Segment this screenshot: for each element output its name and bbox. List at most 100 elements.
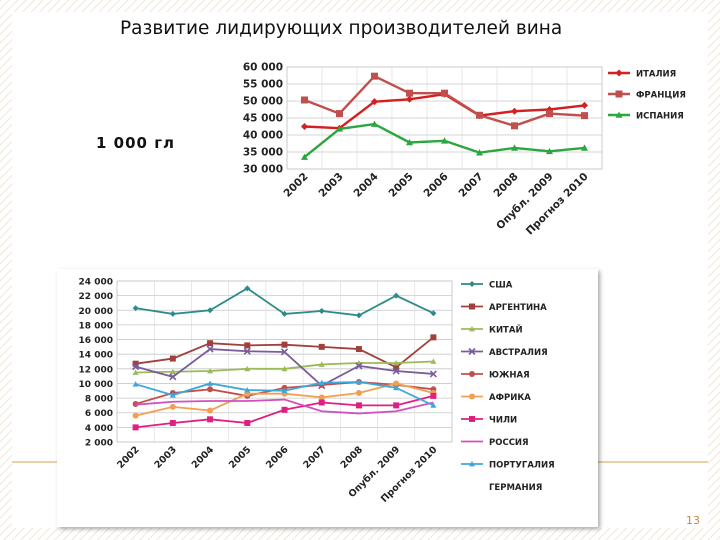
series-1 bbox=[301, 72, 588, 130]
legend-swatch-marker bbox=[468, 347, 476, 356]
legend: США АРГЕНТИНА КИТАЙ АВСТРАЛИЯ ЮЖНАЯ АФРИКА ЧИЛ… bbox=[457, 277, 592, 493]
data-point bbox=[244, 419, 251, 426]
data-point bbox=[430, 310, 437, 317]
legend-swatch-marker bbox=[469, 371, 475, 377]
data-point bbox=[392, 367, 400, 375]
data-point bbox=[281, 406, 288, 413]
data-point bbox=[169, 419, 176, 426]
data-point bbox=[441, 89, 448, 97]
chart-top-panel: 60 000 55 000 50 000 45 000 40 000 35 000 30 0… bbox=[232, 55, 702, 265]
legend-label: АВСТРАЛИЯ bbox=[489, 348, 548, 358]
data-point bbox=[169, 355, 176, 362]
data-point bbox=[406, 138, 413, 146]
x-tick-label: 2003 bbox=[316, 171, 345, 200]
slide-title: Развитие лидирующих производителей вина bbox=[120, 18, 563, 39]
y-tick-label: 50 000 bbox=[243, 96, 283, 108]
data-point bbox=[581, 101, 588, 109]
data-point bbox=[371, 72, 378, 80]
legend-swatch-marker bbox=[469, 393, 475, 400]
data-point bbox=[393, 380, 400, 387]
data-point bbox=[169, 403, 176, 410]
data-point bbox=[511, 107, 518, 115]
data-point bbox=[430, 392, 437, 399]
data-point bbox=[318, 343, 325, 350]
legend-swatch-marker bbox=[615, 69, 623, 77]
legend-swatch-marker bbox=[615, 111, 623, 118]
x-tick-label: 2005 bbox=[386, 171, 415, 200]
y-tick-label: 30 000 bbox=[243, 164, 283, 176]
data-point bbox=[169, 392, 176, 398]
data-point bbox=[301, 123, 308, 130]
legend-item: ИТАЛИЯ bbox=[608, 69, 676, 80]
series-line bbox=[135, 398, 434, 415]
data-point bbox=[207, 416, 214, 423]
data-point bbox=[511, 144, 518, 151]
x-tick-label: 2005 bbox=[227, 444, 253, 470]
legend-swatch-marker bbox=[469, 461, 475, 467]
legend-item: ЮЖНАЯ bbox=[461, 371, 530, 381]
legend: ИТАЛИЯ ФРАНЦИЯ ИСПАНИЯ bbox=[604, 63, 696, 131]
data-point bbox=[336, 125, 343, 132]
data-point bbox=[244, 365, 251, 372]
data-point bbox=[393, 402, 400, 409]
y-tick-label: 6 000 bbox=[85, 409, 113, 419]
legend-item: КИТАЙ bbox=[461, 324, 523, 336]
chart-other-producers: 24 000 22 000 20 000 18 000 16 000 14 000 12 0… bbox=[79, 277, 592, 505]
data-point bbox=[281, 310, 288, 317]
legend-label-extra: ГЕРМАНИЯ bbox=[489, 483, 542, 493]
y-tick-label: 55 000 bbox=[243, 79, 283, 91]
data-point bbox=[371, 98, 378, 106]
x-tick-label: 2006 bbox=[264, 444, 291, 471]
legend-label: ЮЖНАЯ bbox=[489, 371, 530, 381]
legend-label: ПОРТУГАЛИЯ bbox=[489, 461, 555, 471]
legend-box bbox=[457, 277, 592, 492]
data-point bbox=[132, 424, 139, 431]
legend-item: АРГЕНТИНА bbox=[461, 303, 547, 313]
data-point bbox=[301, 96, 308, 104]
chart-bottom-panel: 24 000 22 000 20 000 18 000 16 000 14 000 12 0… bbox=[57, 269, 598, 527]
data-point bbox=[132, 381, 139, 387]
data-point bbox=[355, 389, 362, 396]
y-tick-label: 16 000 bbox=[79, 336, 113, 346]
data-point bbox=[169, 310, 176, 317]
data-point bbox=[546, 147, 553, 155]
legend-item: АФРИКА bbox=[461, 393, 531, 403]
legend-label: РОССИЯ bbox=[489, 438, 529, 448]
legend-item: ЧИЛИ bbox=[461, 416, 517, 426]
data-point bbox=[132, 412, 139, 419]
y-tick-label: 14 000 bbox=[79, 351, 113, 361]
y-tick-label: 2 000 bbox=[85, 439, 113, 449]
data-point bbox=[169, 373, 177, 381]
y-tick-label: 40 000 bbox=[243, 130, 283, 142]
x-tick-label: Прогноз 2010 bbox=[524, 171, 591, 238]
data-point bbox=[206, 345, 214, 353]
legend-swatch-marker bbox=[615, 90, 623, 98]
data-point bbox=[406, 95, 413, 103]
series-1 bbox=[132, 334, 437, 371]
x-tick-label: 2008 bbox=[339, 444, 366, 471]
series-7 bbox=[135, 398, 434, 415]
data-point bbox=[132, 369, 139, 375]
data-point bbox=[207, 340, 214, 347]
x-tick-label: 2004 bbox=[190, 444, 217, 471]
y-tick-label: 18 000 bbox=[79, 321, 113, 331]
y-tick-label: 24 000 bbox=[79, 278, 113, 288]
legend-item: США bbox=[461, 281, 513, 291]
x-tick-label: 2002 bbox=[281, 171, 310, 200]
x-tick-label: 2004 bbox=[351, 171, 380, 200]
series-3 bbox=[132, 345, 437, 390]
legend-label: ИСПАНИЯ bbox=[636, 112, 684, 122]
y-tick-label: 8 000 bbox=[85, 395, 113, 405]
data-point bbox=[393, 384, 400, 391]
data-point bbox=[406, 89, 413, 97]
x-tick-label: 2002 bbox=[115, 444, 141, 470]
legend-item: ПОРТУГАЛИЯ bbox=[461, 461, 555, 471]
data-point bbox=[207, 386, 214, 393]
legend-item: АВСТРАЛИЯ bbox=[461, 347, 548, 358]
x-tick-label: 2007 bbox=[456, 171, 485, 200]
data-point bbox=[318, 379, 325, 386]
data-point bbox=[132, 360, 139, 367]
data-point bbox=[281, 365, 288, 372]
data-point bbox=[393, 364, 400, 371]
x-tick-label: 2006 bbox=[421, 171, 450, 200]
